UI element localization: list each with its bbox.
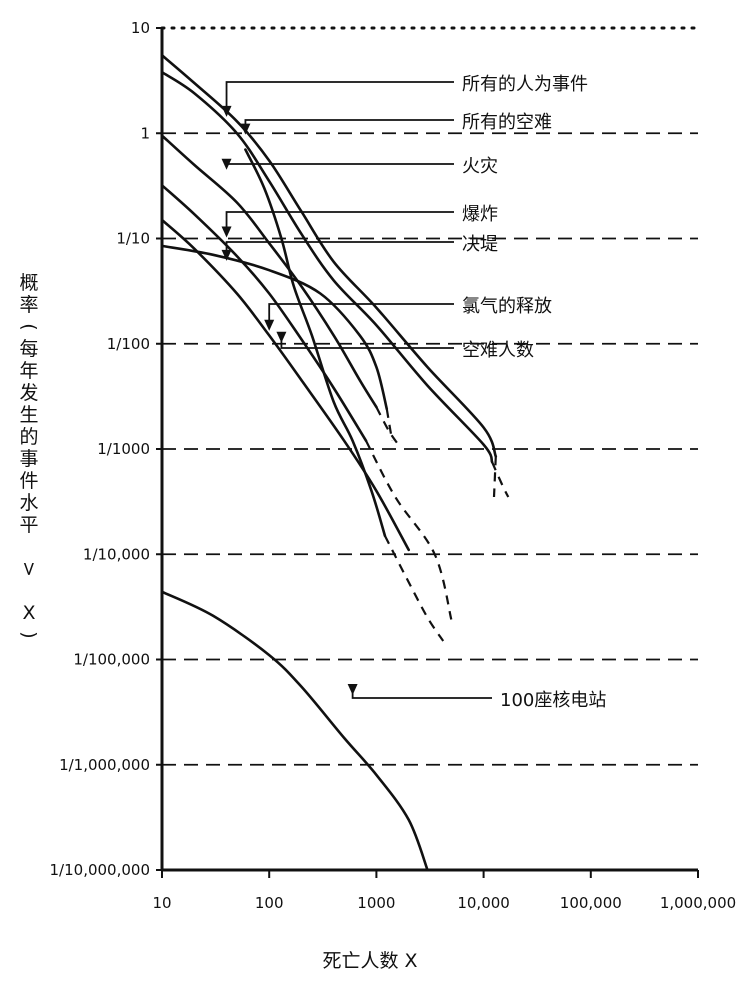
y-axis-label-char: X	[22, 602, 36, 624]
curves	[160, 54, 510, 872]
x-axis-label: 死亡人数 X	[322, 950, 418, 972]
y-tick-label: 1/100	[107, 335, 150, 353]
y-axis-label-char: 年	[19, 360, 39, 382]
series-dashed-tail	[491, 461, 510, 498]
y-tick-label: 1/1000	[97, 440, 150, 458]
arrowhead	[221, 105, 232, 117]
series-line	[160, 134, 378, 409]
y-tick-label: 1	[140, 124, 150, 142]
x-tick-label: 1000	[357, 894, 395, 912]
y-tick-labels: 10 1 1/10 1/100 1/1000 1/10,000 1/100,000 1/1,0…	[50, 19, 162, 879]
arrowhead	[240, 123, 251, 135]
y-axis-label-char: 平	[19, 514, 39, 536]
y-axis-label-char: 率	[19, 294, 39, 316]
y-axis-label-char: 概	[19, 272, 39, 294]
annotation-label: 所有的人为事件	[462, 74, 588, 95]
y-tick-label: 1/10	[116, 230, 150, 248]
y-axis-label-char: 每	[19, 338, 39, 360]
y-axis-label-char: (	[18, 323, 40, 331]
leader-line	[268, 303, 454, 324]
arrowhead	[221, 226, 232, 238]
y-axis-label-char: 的	[19, 426, 39, 448]
y-tick-label: 10	[131, 19, 150, 37]
y-axis-label-char: 水	[19, 492, 39, 514]
grid-lines	[160, 26, 700, 766]
y-axis-label: 概率 ( 每年发生的事件水平 > X)	[14, 272, 44, 646]
y-tick-label: 1/10,000,000	[50, 861, 150, 879]
series-line	[160, 244, 389, 411]
leader-line	[225, 81, 454, 110]
arrowhead	[347, 683, 358, 695]
y-axis-label-char: 生	[19, 404, 39, 426]
arrowhead	[221, 158, 232, 170]
leader-line	[225, 162, 454, 165]
y-axis-label-char: >	[18, 561, 40, 577]
arrowhead	[264, 319, 275, 331]
x-tick-label: 10	[152, 894, 171, 912]
y-axis-label-char: )	[18, 631, 40, 639]
series-line	[160, 218, 410, 552]
y-tick-label: 1/100,000	[73, 651, 150, 669]
leader-line	[351, 687, 492, 699]
x-tick-label: 1,000,000	[660, 894, 736, 912]
annotation-label: 决堤	[462, 234, 498, 255]
series-dashed-tail	[385, 408, 394, 441]
leader-line	[225, 211, 454, 231]
series-line	[160, 54, 498, 458]
y-tick-label: 1/1,000,000	[59, 756, 150, 774]
annotation-label: 氯气的释放	[462, 296, 552, 317]
series-dashed-tail	[492, 456, 497, 498]
series-line	[244, 148, 387, 537]
series-dashed-tail	[365, 440, 453, 620]
x-tick-label: 100,000	[560, 894, 622, 912]
annotation-label: 爆炸	[462, 204, 498, 225]
leader-line	[244, 119, 454, 128]
annotation-label: 空难人数	[462, 340, 534, 361]
y-axis-label-char: 发	[19, 382, 39, 404]
series-line	[160, 590, 429, 872]
arrowhead	[221, 249, 232, 261]
x-tick-label: 100	[255, 894, 284, 912]
series-line	[160, 70, 494, 464]
series-dashed-tail	[375, 406, 400, 446]
x-tick-label: 10,000	[457, 894, 510, 912]
arrowhead	[276, 331, 287, 343]
y-tick-label: 1/10,000	[83, 545, 150, 563]
annotation-label: 火灾	[462, 156, 498, 177]
annotation-label: 100座核电站	[500, 690, 606, 711]
x-tick-labels: 10 100 1000 10,000 100,000 1,000,000	[152, 870, 736, 912]
series-dashed-tail	[383, 535, 445, 642]
leader-line	[225, 241, 454, 254]
y-axis-label-char: 件	[19, 470, 39, 492]
series-line	[160, 184, 368, 442]
annotation-label: 所有的空难	[462, 112, 552, 133]
y-axis-label-char: 事	[19, 448, 39, 470]
